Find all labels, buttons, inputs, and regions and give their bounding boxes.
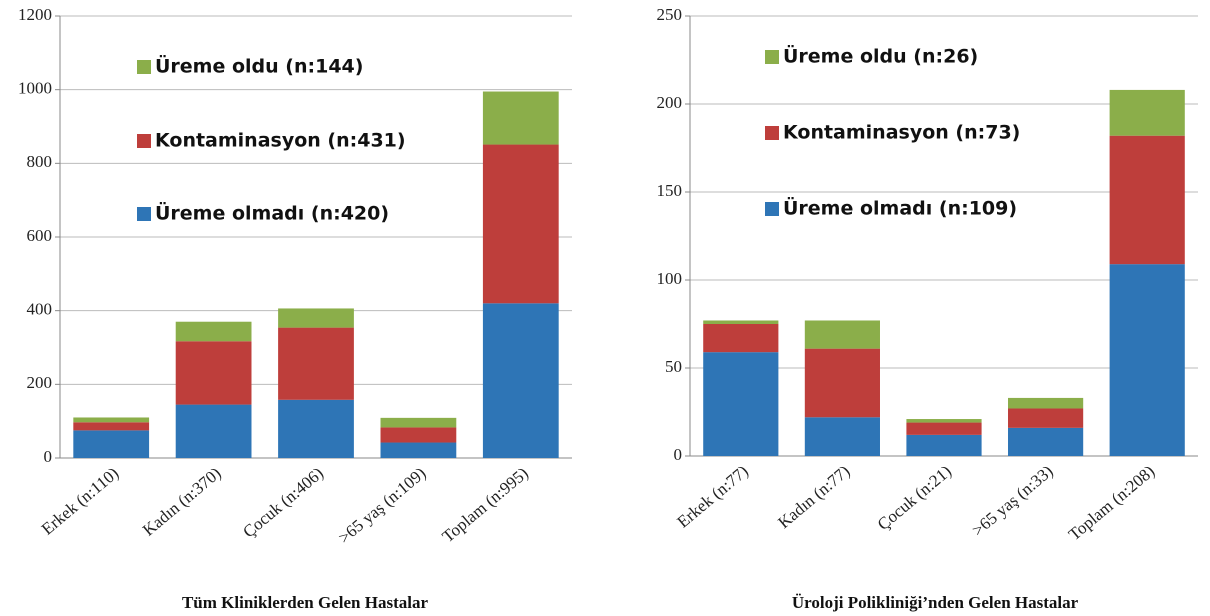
bar-segment bbox=[175, 404, 252, 458]
legend-swatch bbox=[765, 126, 779, 140]
legend-swatch bbox=[137, 60, 151, 74]
bar-segment bbox=[906, 422, 982, 435]
legend-swatch bbox=[765, 202, 779, 216]
bar-segment bbox=[73, 417, 150, 423]
x-tick-label: >65 yaş (n:33) bbox=[968, 462, 1056, 540]
x-tick-label: Çocuk (n:21) bbox=[874, 462, 955, 535]
bar-segment bbox=[906, 434, 982, 456]
bar-segment bbox=[380, 427, 457, 443]
x-tick-label: Kadın (n:77) bbox=[774, 462, 853, 533]
y-tick-label: 400 bbox=[27, 300, 53, 319]
y-tick-label: 0 bbox=[44, 447, 53, 466]
legend-label: Üreme olmadı (n:109) bbox=[783, 196, 1017, 220]
y-tick-label: 100 bbox=[657, 269, 683, 288]
bar-segment bbox=[1008, 408, 1084, 428]
bar-segment bbox=[278, 399, 354, 458]
bar-segment bbox=[380, 442, 457, 458]
legend-swatch bbox=[137, 207, 151, 221]
bar-segment bbox=[703, 352, 779, 456]
y-tick-label: 600 bbox=[27, 226, 53, 245]
bar-segment bbox=[278, 327, 354, 400]
y-tick-label: 200 bbox=[657, 93, 683, 112]
x-tick-label: Erkek (n:110) bbox=[38, 464, 122, 539]
bar-segment bbox=[804, 320, 880, 349]
x-tick-label: Çocuk (n:406) bbox=[239, 464, 327, 542]
bar-segment bbox=[482, 303, 559, 458]
bar-segment bbox=[175, 321, 252, 342]
bar-segment bbox=[1109, 135, 1185, 265]
y-tick-label: 150 bbox=[657, 181, 683, 200]
y-tick-label: 50 bbox=[665, 357, 682, 376]
bar-segment bbox=[175, 341, 252, 405]
bar-segment bbox=[278, 308, 354, 328]
y-tick-label: 250 bbox=[657, 5, 683, 24]
bar-segment bbox=[1109, 264, 1185, 456]
bar-segment bbox=[380, 417, 457, 428]
y-tick-label: 200 bbox=[27, 373, 53, 392]
chart-caption: Tüm Kliniklerden Gelen Hastalar bbox=[182, 593, 428, 612]
bar-segment bbox=[73, 422, 150, 431]
x-tick-label: Kadın (n:370) bbox=[139, 464, 225, 540]
y-tick-label: 800 bbox=[27, 152, 53, 171]
legend-label: Üreme olmadı (n:420) bbox=[155, 201, 389, 225]
bar-segment bbox=[482, 144, 559, 304]
x-tick-label: Toplam (n:995) bbox=[438, 464, 531, 547]
legend-label: Üreme oldu (n:144) bbox=[155, 54, 363, 78]
y-tick-label: 0 bbox=[674, 445, 683, 464]
x-tick-label: Toplam (n:208) bbox=[1065, 462, 1158, 545]
legend-label: Kontaminasyon (n:73) bbox=[783, 122, 1020, 144]
bar-segment bbox=[703, 324, 779, 353]
y-tick-label: 1000 bbox=[18, 79, 52, 98]
legend-label: Kontaminasyon (n:431) bbox=[155, 130, 406, 152]
legend-swatch bbox=[765, 50, 779, 64]
legend-label: Üreme oldu (n:26) bbox=[783, 44, 978, 68]
bar-segment bbox=[73, 430, 150, 458]
bar-segment bbox=[804, 417, 880, 456]
chart-caption: Üroloji Polikliniği’nden Gelen Hastalar bbox=[792, 593, 1079, 612]
y-tick-label: 1200 bbox=[18, 5, 52, 24]
bar-segment bbox=[906, 419, 982, 423]
bar-segment bbox=[1008, 397, 1084, 409]
bar-segment bbox=[804, 348, 880, 418]
bar-segment bbox=[1008, 427, 1084, 456]
bar-segment bbox=[482, 91, 559, 145]
legend-swatch bbox=[137, 134, 151, 148]
x-tick-label: >65 yaş (n:109) bbox=[335, 464, 430, 548]
x-tick-label: Erkek (n:77) bbox=[673, 462, 751, 532]
bar-segment bbox=[1109, 89, 1185, 136]
bar-segment bbox=[703, 320, 779, 324]
